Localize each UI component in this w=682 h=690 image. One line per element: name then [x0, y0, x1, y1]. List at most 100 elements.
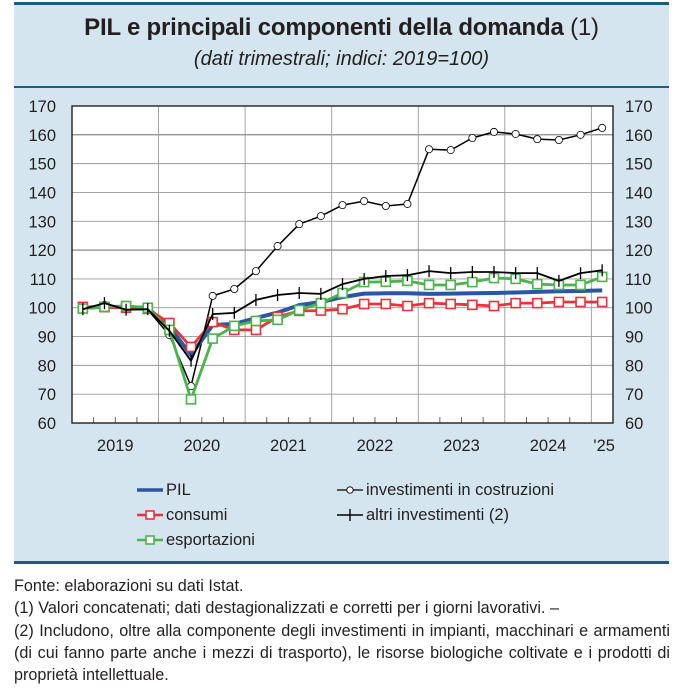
y-tick-label-left: 100	[28, 300, 56, 318]
y-tick-label-right: 130	[625, 213, 653, 231]
data-point-costruzioni	[511, 129, 520, 138]
legend-label-altri: altri investimenti (2)	[366, 505, 510, 524]
x-tick-label: 2024	[530, 437, 567, 455]
data-point-consumi	[185, 341, 197, 353]
title-note: (1)	[570, 14, 599, 41]
data-point-costruzioni	[533, 135, 542, 144]
legend-circle-marker-costruzioni-icon	[337, 486, 363, 494]
legend-square-marker-consumi-icon	[137, 510, 163, 520]
data-point-costruzioni	[598, 123, 607, 132]
y-tick-label-left: 170	[28, 98, 56, 116]
x-tick-label: '25	[593, 437, 615, 455]
top-rule	[14, 2, 669, 5]
data-point-costruzioni	[468, 133, 477, 142]
legend-item-consumi: consumi	[136, 504, 227, 526]
data-point-costruzioni	[576, 130, 585, 139]
footnote-1: (1) Valori concatenati; dati destagional…	[14, 599, 559, 618]
data-point-consumi	[358, 298, 370, 310]
series-altri	[82, 264, 603, 367]
legend-item-esportazioni: esportazioni	[136, 529, 255, 551]
data-point-costruzioni	[489, 127, 498, 136]
plot-background	[72, 106, 613, 423]
data-point-esportazioni	[423, 279, 435, 291]
data-point-esportazioni	[293, 304, 305, 316]
data-point-costruzioni	[403, 199, 412, 208]
legend-label-costruzioni: investimenti in costruzioni	[366, 480, 554, 499]
data-point-consumi	[423, 297, 435, 309]
footnotes: Fonte: elaborazioni su dati Istat. (1) V…	[14, 575, 670, 686]
data-point-consumi	[467, 299, 478, 311]
data-point-consumi	[510, 297, 521, 309]
data-point-esportazioni	[531, 278, 543, 290]
data-point-esportazioni	[315, 297, 327, 309]
y-tick-label-right: 110	[625, 271, 651, 289]
legend-plus-marker-altri-icon	[337, 509, 363, 521]
data-point-consumi	[380, 298, 392, 310]
y-tick-label-right: 160	[625, 127, 653, 145]
legend-square-marker-esportazioni-icon	[137, 535, 163, 545]
y-tick-label-left: 130	[28, 213, 56, 231]
chart-title: PIL e principali componenti della domand…	[14, 14, 669, 42]
x-tick-label: 2019	[97, 437, 134, 455]
legend-item-pil: PIL	[136, 479, 191, 501]
y-tick-label-left: 90	[38, 329, 56, 347]
data-point-costruzioni	[273, 242, 282, 251]
footnote-2: (2) Includono, oltre alla componente deg…	[14, 621, 670, 685]
y-tick-label-right: 120	[625, 242, 653, 260]
y-tick-label-right: 80	[625, 357, 643, 375]
data-point-consumi	[575, 296, 586, 308]
y-tick-label-left: 120	[28, 242, 56, 260]
data-point-costruzioni	[446, 146, 455, 155]
header-separator	[14, 86, 669, 88]
data-point-esportazioni	[229, 320, 240, 332]
chart-subtitle: (dati trimestrali; indici: 2019=100)	[193, 48, 490, 70]
data-point-costruzioni	[381, 201, 390, 210]
x-tick-label: 2021	[270, 437, 307, 455]
y-tick-label-left: 70	[38, 386, 56, 404]
legend-line-pil-icon	[137, 488, 163, 492]
legend-item-costruzioni: investimenti in costruzioni	[336, 479, 554, 501]
x-axis: 2019 2020 2021 2022 2023 2024 '25	[97, 437, 615, 455]
data-point-costruzioni	[251, 267, 260, 276]
data-point-esportazioni	[250, 315, 262, 327]
data-point-esportazioni	[272, 314, 283, 326]
data-point-costruzioni	[230, 284, 239, 293]
legend-label-consumi: consumi	[166, 505, 228, 524]
y-tick-label-right: 150	[625, 156, 653, 174]
y-axis-right: 60 70 80 90 100 110 120 130 140 150 160 170	[625, 98, 653, 433]
data-point-consumi	[553, 296, 565, 308]
y-tick-label-left: 160	[28, 127, 56, 145]
x-tick-label: 2022	[357, 437, 394, 455]
y-tick-label-left: 110	[30, 271, 56, 289]
data-point-consumi	[531, 297, 543, 309]
data-point-costruzioni	[208, 291, 217, 300]
y-tick-label-right: 70	[625, 386, 643, 404]
data-point-consumi	[596, 296, 608, 308]
legend-label-pil: PIL	[166, 480, 191, 499]
y-tick-label-left: 60	[38, 415, 56, 433]
grid	[72, 106, 613, 423]
legend-label-esportazioni: esportazioni	[166, 530, 255, 549]
data-point-esportazioni	[207, 333, 218, 344]
data-point-costruzioni	[425, 145, 434, 154]
y-tick-label-left: 150	[28, 156, 56, 174]
bottom-rule	[14, 561, 669, 564]
series-group	[77, 123, 608, 405]
data-point-costruzioni	[338, 201, 347, 210]
y-tick-label-right: 140	[625, 184, 653, 202]
data-point-esportazioni	[575, 279, 586, 291]
data-point-costruzioni	[554, 136, 563, 145]
data-point-esportazioni	[185, 394, 197, 405]
x-tick-label: 2020	[183, 437, 220, 455]
y-tick-label-right: 60	[625, 415, 643, 433]
data-point-esportazioni	[467, 276, 478, 288]
data-point-costruzioni	[360, 197, 369, 206]
data-point-esportazioni	[445, 279, 457, 291]
data-point-costruzioni	[316, 212, 325, 221]
data-point-consumi	[402, 300, 413, 312]
y-tick-label-right: 170	[625, 98, 653, 116]
y-tick-label-left: 140	[28, 184, 56, 202]
source-note: Fonte: elaborazioni su dati Istat.	[14, 577, 244, 595]
data-point-consumi	[337, 303, 348, 315]
data-point-consumi	[488, 300, 500, 312]
